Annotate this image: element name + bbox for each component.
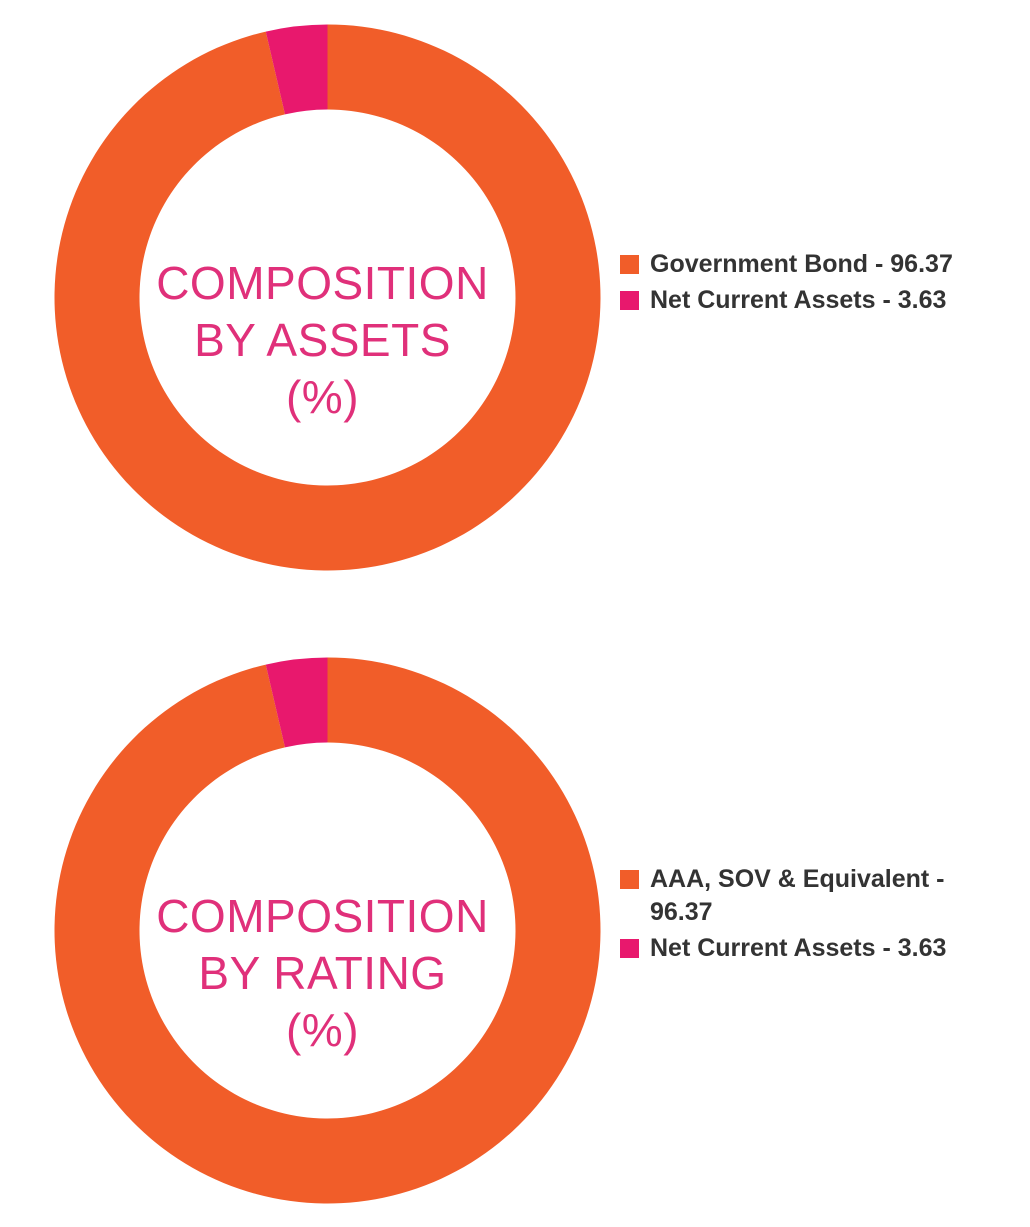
donut-slice-net-current-assets (265, 24, 328, 115)
center-title-line-3: (%) (285, 371, 360, 423)
center-title-line-3: (%) (285, 1004, 360, 1056)
donut-slice-major (54, 657, 601, 1204)
legend-item-aaa-sov-equivalent: AAA, SOV & Equivalent - 96.37 (620, 863, 970, 929)
composition-by-rating-chart: COMPOSITION BY RATING (%) AAA, SOV & Equ… (0, 633, 1030, 1213)
legend-swatch (620, 870, 639, 889)
donut-chart-rating (54, 657, 601, 1204)
center-title-line-1: COMPOSITION (156, 257, 489, 309)
legend: AAA, SOV & Equivalent - 96.37 Net Curren… (620, 863, 970, 968)
legend-label: Government Bond - 96.37 (650, 250, 953, 278)
donut-center-title: COMPOSITION BY RATING (%) (130, 888, 515, 1059)
legend: Government Bond - 96.37 Net Current Asse… (620, 248, 1000, 320)
legend-swatch (620, 939, 639, 958)
center-title-line-1: COMPOSITION (156, 890, 489, 942)
legend-swatch (620, 291, 639, 310)
legend-item-net-current-assets: Net Current Assets - 3.63 (620, 932, 970, 965)
legend-item-net-current-assets: Net Current Assets - 3.63 (620, 284, 1000, 317)
donut-slice-net-current-assets (265, 657, 328, 748)
legend-label: AAA, SOV & Equivalent - 96.37 (650, 865, 945, 926)
center-title-line-2: BY RATING (198, 947, 447, 999)
legend-label: Net Current Assets - 3.63 (650, 286, 947, 314)
legend-swatch (620, 255, 639, 274)
donut-chart-assets (54, 24, 601, 571)
center-title-line-2: BY ASSETS (194, 314, 451, 366)
legend-item-government-bond: Government Bond - 96.37 (620, 248, 1000, 281)
donut-slice-major (54, 24, 601, 571)
donut-center-title: COMPOSITION BY ASSETS (%) (130, 255, 515, 426)
legend-label: Net Current Assets - 3.63 (650, 934, 947, 962)
composition-by-assets-chart: COMPOSITION BY ASSETS (%) Government Bon… (0, 0, 1030, 580)
